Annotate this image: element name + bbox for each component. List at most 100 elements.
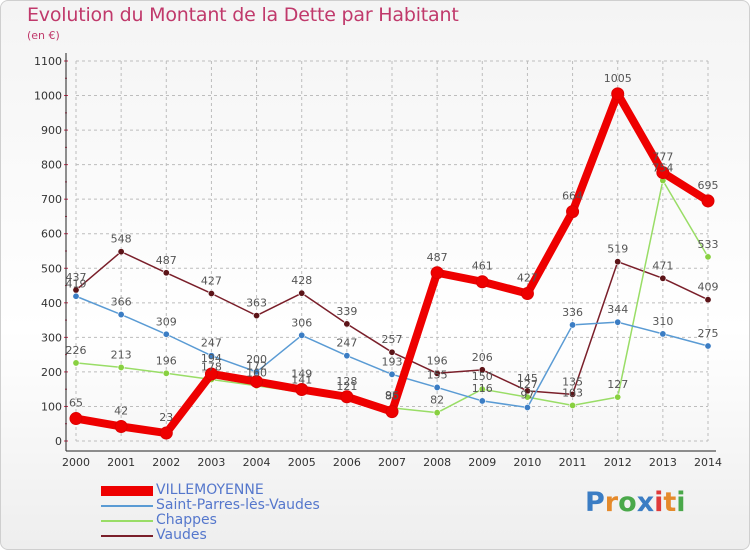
logo-letter: t — [663, 487, 677, 518]
legend-swatch — [101, 520, 153, 522]
x-tick-label: 2011 — [559, 456, 587, 469]
point-chappes — [523, 393, 531, 401]
x-tick-label: 2008 — [423, 456, 451, 469]
point-saint-parres-l-s-vaudes — [298, 331, 306, 339]
y-tick-label: 1100 — [34, 55, 62, 68]
data-label-chappes: 754 — [652, 162, 673, 175]
series-layer — [69, 87, 715, 440]
point-saint-parres-l-s-vaudes — [478, 397, 486, 405]
point-chappes — [704, 253, 712, 261]
legend-label: VILLEMOYENNE — [156, 482, 264, 498]
point-villemoyenne — [250, 375, 264, 389]
data-label-saint-parres-l-s-vaudes: 309 — [156, 315, 177, 328]
point-vaudes — [253, 312, 261, 320]
point-vaudes — [388, 348, 396, 356]
x-tick-label: 2013 — [649, 456, 677, 469]
point-villemoyenne — [69, 412, 83, 426]
x-tick-label: 2006 — [333, 456, 361, 469]
x-tick-label: 2005 — [288, 456, 316, 469]
data-label-saint-parres-l-s-vaudes: 155 — [427, 368, 448, 381]
point-vaudes — [478, 366, 486, 374]
point-vaudes — [343, 320, 351, 328]
point-villemoyenne — [611, 87, 625, 101]
data-label-vaudes: 363 — [246, 297, 267, 310]
data-label-saint-parres-l-s-vaudes: 336 — [562, 306, 583, 319]
data-label-chappes: 82 — [430, 394, 444, 407]
data-label-vaudes: 427 — [201, 274, 222, 287]
data-label-villemoyenne: 128 — [336, 375, 357, 388]
x-tick-label: 2014 — [694, 456, 722, 469]
x-tick-label: 2001 — [107, 456, 135, 469]
data-label-vaudes: 487 — [156, 254, 177, 267]
data-label-saint-parres-l-s-vaudes: 247 — [336, 337, 357, 350]
data-label-vaudes: 257 — [382, 333, 403, 346]
point-villemoyenne — [430, 266, 444, 280]
data-label-vaudes: 437 — [66, 271, 87, 284]
point-saint-parres-l-s-vaudes — [659, 330, 667, 338]
point-vaudes — [569, 390, 577, 398]
y-tick-label: 300 — [41, 331, 62, 344]
data-label-saint-parres-l-s-vaudes: 97 — [520, 388, 534, 401]
data-label-vaudes: 145 — [517, 372, 538, 385]
point-vaudes — [207, 289, 215, 297]
data-label-vaudes: 206 — [472, 351, 493, 364]
data-label-chappes: 533 — [698, 238, 719, 251]
data-label-saint-parres-l-s-vaudes: 310 — [652, 315, 673, 328]
data-label-villemoyenne: 1005 — [604, 72, 632, 85]
x-tick-label: 2004 — [243, 456, 271, 469]
data-label-villemoyenne: 194 — [201, 352, 222, 365]
logo-letter: i — [654, 487, 664, 518]
data-label-saint-parres-l-s-vaudes: 366 — [111, 296, 132, 309]
data-label-chappes: 127 — [517, 378, 538, 391]
point-chappes — [117, 363, 125, 371]
data-label-villemoyenne: 695 — [698, 179, 719, 192]
x-tick-label: 2003 — [197, 456, 225, 469]
point-villemoyenne — [566, 205, 580, 219]
legend-swatch — [101, 535, 153, 537]
chart-title: Evolution du Montant de la Dette par Hab… — [27, 4, 459, 26]
y-tick-label: 100 — [41, 400, 62, 413]
data-label-vaudes: 135 — [562, 375, 583, 388]
point-villemoyenne — [656, 166, 670, 180]
point-saint-parres-l-s-vaudes — [343, 352, 351, 360]
data-label-chappes: 127 — [607, 378, 628, 391]
point-saint-parres-l-s-vaudes — [117, 311, 125, 319]
logo-letter: P — [585, 487, 605, 518]
point-chappes — [162, 369, 170, 377]
data-label-chappes: 150 — [472, 370, 493, 383]
data-label-saint-parres-l-s-vaudes: 306 — [291, 316, 312, 329]
data-label-villemoyenne: 65 — [69, 397, 83, 410]
x-tick-label: 2007 — [378, 456, 406, 469]
data-label-saint-parres-l-s-vaudes: 193 — [382, 355, 403, 368]
point-saint-parres-l-s-vaudes — [162, 330, 170, 338]
x-tick-label: 2009 — [468, 456, 496, 469]
point-saint-parres-l-s-vaudes — [569, 321, 577, 329]
data-label-vaudes: 471 — [652, 259, 673, 272]
point-vaudes — [162, 269, 170, 277]
data-label-saint-parres-l-s-vaudes: 344 — [607, 303, 628, 316]
point-chappes — [569, 401, 577, 409]
point-villemoyenne — [340, 390, 354, 404]
proxiti-logo: Proxiti — [585, 487, 686, 518]
legend-swatch — [101, 486, 153, 496]
point-saint-parres-l-s-vaudes — [614, 318, 622, 326]
data-label-chappes: 103 — [562, 386, 583, 399]
data-label-vaudes: 519 — [607, 243, 628, 256]
data-label-chappes: 178 — [201, 361, 222, 374]
data-label-vaudes: 428 — [291, 274, 312, 287]
data-label-villemoyenne: 23 — [159, 411, 173, 424]
data-label-chappes: 96 — [385, 389, 399, 402]
data-label-vaudes: 196 — [427, 354, 448, 367]
legend-swatch — [101, 505, 153, 507]
data-label-vaudes: 339 — [336, 305, 357, 318]
logo-letter: o — [618, 487, 637, 518]
point-saint-parres-l-s-vaudes — [388, 370, 396, 378]
data-label-saint-parres-l-s-vaudes: 116 — [472, 382, 493, 395]
data-label-villemoyenne: 172 — [246, 360, 267, 373]
legend-label: Vaudes — [156, 527, 207, 543]
data-label-villemoyenne: 777 — [652, 151, 673, 164]
y-tick-label: 900 — [41, 124, 62, 137]
y-tick-label: 0 — [55, 435, 62, 448]
data-label-vaudes: 409 — [698, 281, 719, 294]
